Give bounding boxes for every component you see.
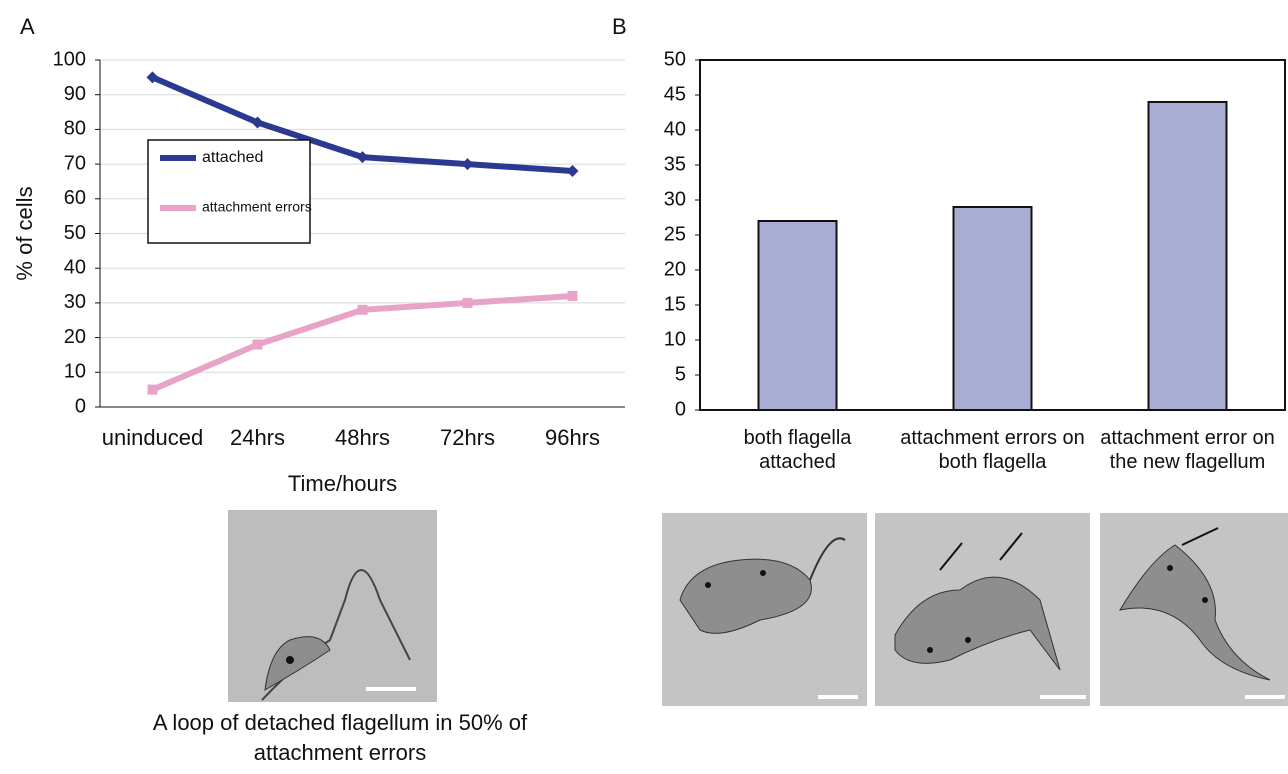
micrograph	[1100, 513, 1288, 706]
legend-label: attached	[202, 149, 263, 166]
y-tick-label: 100	[53, 48, 86, 70]
y-tick-label: 80	[64, 118, 86, 140]
x-tick-label: 96hrs	[545, 425, 600, 450]
y-tick-label: 0	[75, 395, 86, 417]
micrograph	[228, 510, 437, 702]
panel-label: A	[20, 14, 35, 39]
x-axis-title: Time/hours	[288, 471, 397, 496]
x-tick-label: attachment error on the new flagellum	[1093, 426, 1283, 474]
y-tick-label: 35	[664, 153, 686, 175]
y-tick-label: 70	[64, 152, 86, 174]
figure: A0102030405060708090100% of cellsuninduc…	[0, 0, 1288, 774]
marker	[568, 291, 578, 301]
legend-label: attachment errors	[202, 199, 312, 215]
marker	[463, 298, 473, 308]
y-tick-label: 45	[664, 83, 686, 105]
micrograph	[662, 513, 867, 706]
y-tick-label: 30	[64, 291, 86, 313]
y-axis-title: % of cells	[12, 186, 37, 280]
y-tick-label: 50	[64, 222, 86, 244]
y-tick-label: 90	[64, 83, 86, 105]
bar	[954, 207, 1032, 410]
y-tick-label: 15	[664, 293, 686, 315]
bar	[759, 221, 837, 410]
chart: A0102030405060708090100% of cellsuninduc…	[0, 0, 1288, 774]
x-tick-label: 24hrs	[230, 425, 285, 450]
y-tick-label: 60	[64, 187, 86, 209]
y-tick-label: 5	[675, 363, 686, 385]
x-tick-label: 48hrs	[335, 425, 390, 450]
marker	[253, 340, 263, 350]
y-tick-label: 30	[664, 188, 686, 210]
x-tick-label: 72hrs	[440, 425, 495, 450]
y-tick-label: 10	[664, 328, 686, 350]
marker	[358, 305, 368, 315]
y-tick-label: 0	[675, 398, 686, 420]
y-tick-label: 10	[64, 361, 86, 383]
x-tick-label: uninduced	[102, 425, 204, 450]
y-tick-label: 40	[64, 256, 86, 278]
x-tick-label: attachment errors on both flagella	[898, 426, 1088, 474]
y-tick-label: 25	[664, 223, 686, 245]
y-tick-label: 20	[64, 326, 86, 348]
x-tick-label: both flagella attached	[703, 426, 893, 474]
micrograph	[875, 513, 1090, 706]
y-tick-label: 40	[664, 118, 686, 140]
bar	[1149, 102, 1227, 410]
marker	[148, 385, 158, 395]
y-tick-label: 50	[664, 48, 686, 70]
caption: A loop of detached flagellum in 50% of a…	[140, 708, 540, 768]
marker	[462, 158, 474, 170]
y-tick-label: 20	[664, 258, 686, 280]
marker	[567, 165, 579, 177]
panel-label: B	[612, 14, 627, 39]
